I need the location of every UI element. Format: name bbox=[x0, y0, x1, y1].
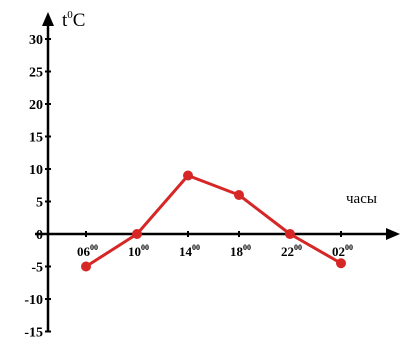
y-tick-label: 30 bbox=[29, 33, 43, 48]
data-point bbox=[234, 190, 244, 200]
x-tick-label: 2200 bbox=[281, 243, 302, 259]
axes bbox=[35, 12, 400, 332]
y-tick-label: 10 bbox=[29, 163, 43, 178]
x-axis-title: часы bbox=[346, 191, 377, 207]
x-axis-arrow bbox=[386, 228, 400, 240]
data-point bbox=[285, 229, 295, 239]
y-axis-arrow bbox=[42, 12, 54, 26]
y-axis-title: t0C bbox=[62, 9, 85, 31]
data-point bbox=[132, 229, 142, 239]
y-ticks: 30 25 20 15 10 5 0 -5 -10 -15 bbox=[24, 33, 51, 341]
x-tick-label: 1000 bbox=[128, 243, 149, 259]
x-tick-label: 0600 bbox=[77, 243, 98, 259]
y-tick-label: 25 bbox=[29, 66, 43, 81]
data-series bbox=[81, 170, 346, 272]
x-tick-label: 0200 bbox=[332, 243, 353, 259]
x-tick-label: 1800 bbox=[230, 243, 251, 259]
data-point bbox=[183, 170, 193, 181]
y-tick-label: -15 bbox=[24, 326, 43, 341]
data-point bbox=[336, 258, 346, 269]
y-tick-label: 0 bbox=[36, 228, 43, 243]
data-point bbox=[81, 261, 91, 272]
y-tick-label: -5 bbox=[31, 261, 43, 276]
y-tick-label: 15 bbox=[29, 131, 43, 146]
series-line bbox=[85, 174, 342, 268]
y-tick-label: 5 bbox=[36, 196, 43, 211]
x-ticks: 0600 1000 1400 1800 2200 0200 bbox=[77, 231, 353, 259]
y-tick-label: -10 bbox=[24, 293, 43, 308]
y-tick-label: 20 bbox=[29, 98, 43, 113]
x-tick-label: 1400 bbox=[179, 243, 200, 259]
